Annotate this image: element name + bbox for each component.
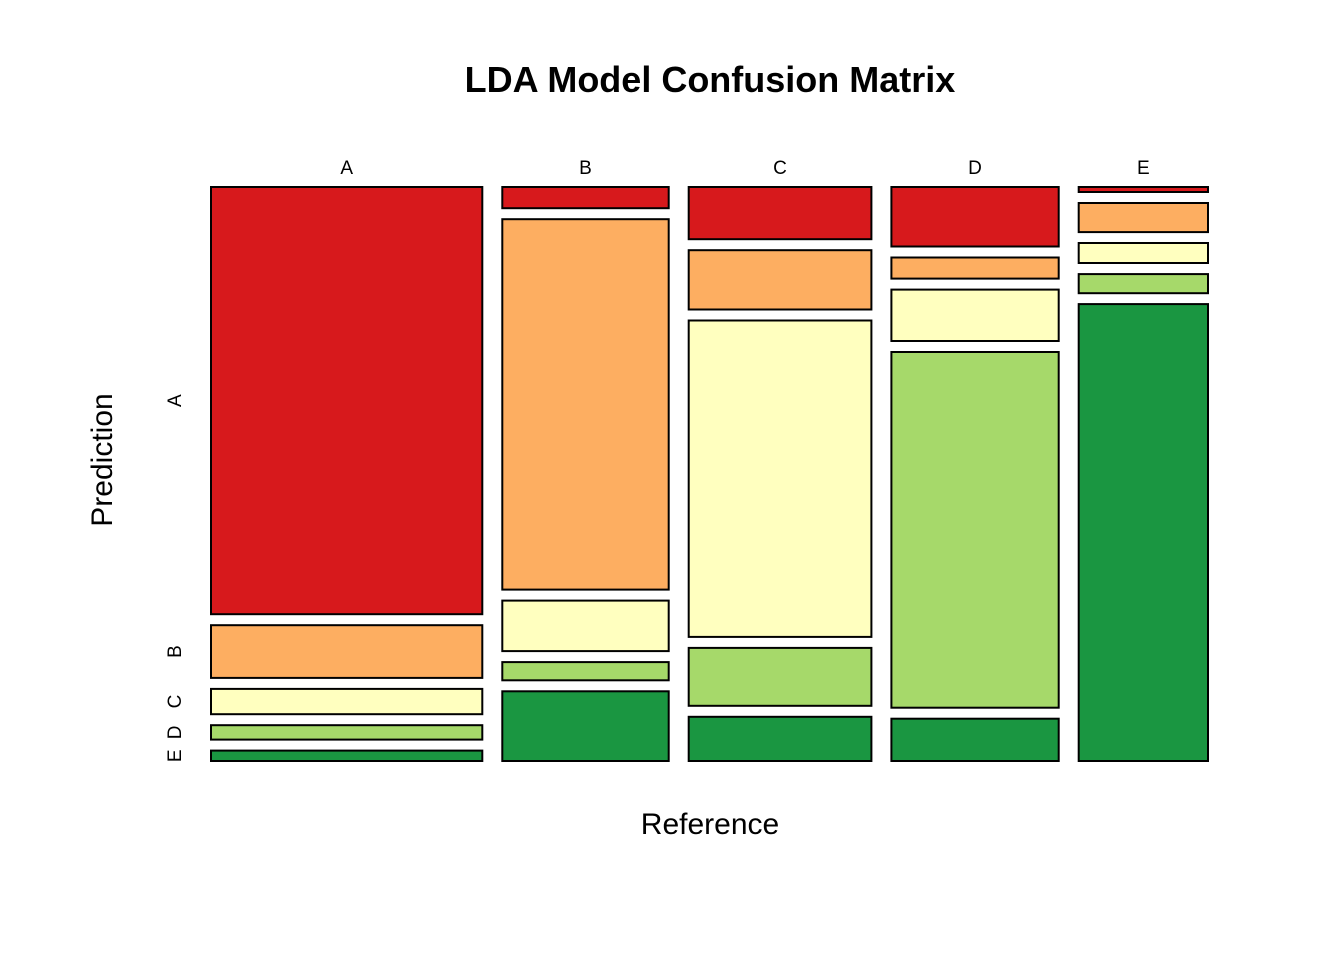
prediction-tick-e: E <box>165 749 186 762</box>
tile-ref-d-pred-c <box>890 288 1060 343</box>
prediction-tick-labels: A B C DE <box>165 394 186 762</box>
reference-tick-e: E <box>1137 158 1150 179</box>
tile-ref-e-pred-a <box>1077 186 1209 193</box>
x-axis-label: Reference <box>641 808 779 841</box>
tile-ref-e-pred-e <box>1077 303 1209 762</box>
tile-ref-a-pred-e <box>210 749 484 762</box>
tile-ref-c-pred-b <box>687 249 873 311</box>
tile-ref-c-pred-d <box>687 646 873 707</box>
prediction-tick-b: B <box>165 645 186 658</box>
tile-ref-d-pred-a <box>890 186 1060 248</box>
tile-ref-b-pred-a <box>501 186 670 210</box>
tile-ref-b-pred-e <box>501 690 670 762</box>
reference-tick-a: A <box>340 158 353 179</box>
tile-ref-d-pred-b <box>890 256 1060 280</box>
tile-ref-a-pred-c <box>210 687 484 716</box>
tile-ref-a-pred-a <box>210 186 484 616</box>
tile-ref-c-pred-e <box>687 715 873 762</box>
tile-ref-b-pred-b <box>501 218 670 591</box>
reference-tick-d: D <box>968 158 982 179</box>
prediction-tick-d: D <box>165 726 186 740</box>
reference-tick-labels: A B C D E <box>340 158 1149 179</box>
tile-ref-c-pred-c <box>687 319 873 638</box>
mosaic-tiles <box>210 186 1209 763</box>
reference-tick-b: B <box>579 158 592 179</box>
tile-ref-e-pred-b <box>1077 202 1209 234</box>
reference-tick-c: C <box>773 158 787 179</box>
prediction-tick-a: A <box>165 394 186 407</box>
tile-ref-b-pred-c <box>501 599 670 653</box>
tile-ref-e-pred-c <box>1077 242 1209 264</box>
tile-ref-a-pred-d <box>210 724 484 741</box>
tile-ref-c-pred-a <box>687 186 873 241</box>
tile-ref-b-pred-d <box>501 661 670 682</box>
tile-ref-d-pred-e <box>890 717 1060 763</box>
tile-ref-e-pred-d <box>1077 273 1209 295</box>
chart-title: LDA Model Confusion Matrix <box>465 59 956 100</box>
y-axis-label: Prediction <box>86 393 119 526</box>
tile-ref-a-pred-b <box>210 624 484 679</box>
prediction-tick-c: C <box>165 695 186 709</box>
tile-ref-d-pred-d <box>890 351 1060 709</box>
